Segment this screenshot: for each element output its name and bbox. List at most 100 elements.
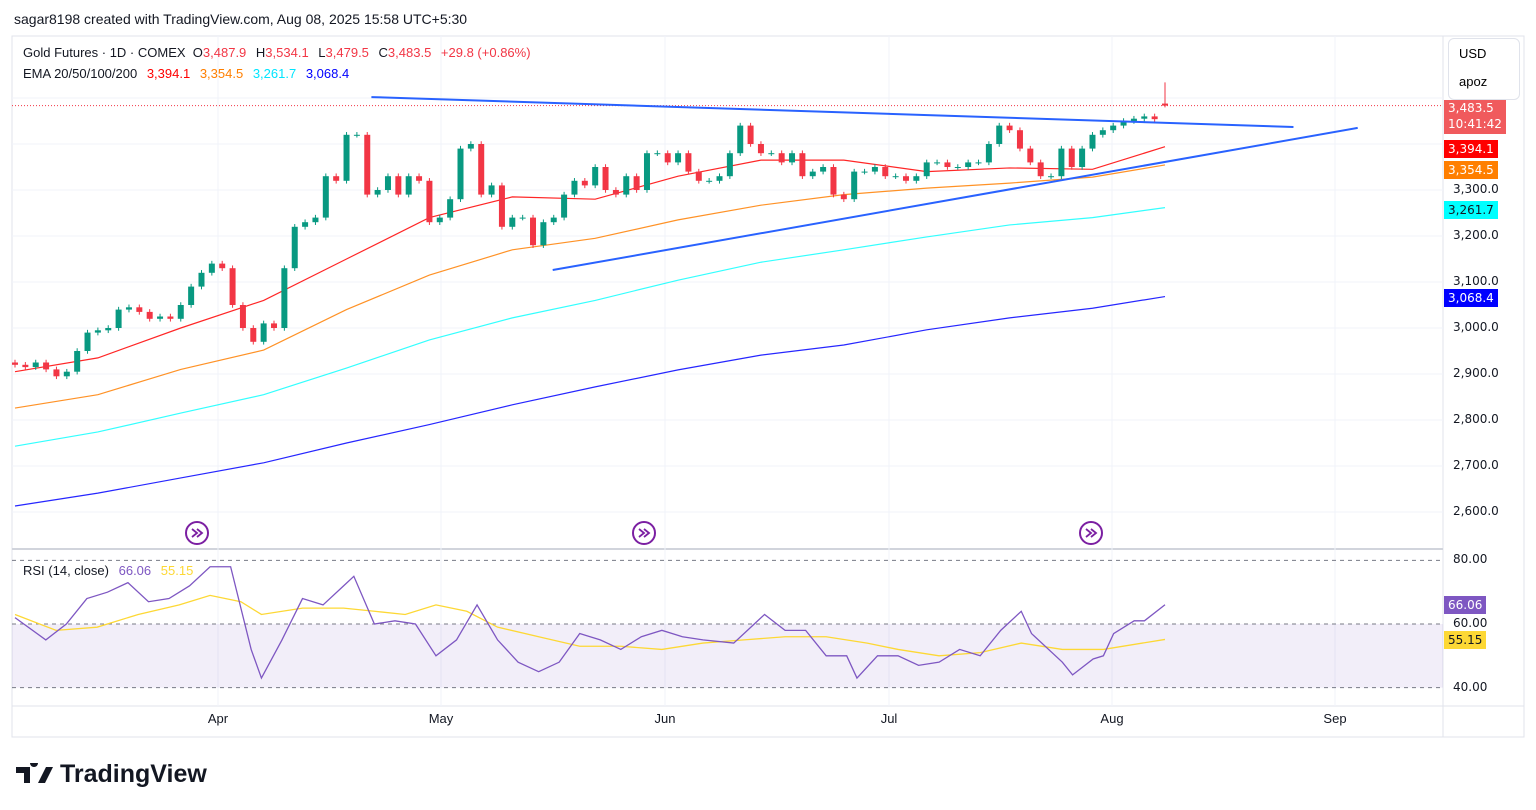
candle-body <box>322 176 329 218</box>
candle-body <box>757 144 764 154</box>
candle-body <box>675 153 682 163</box>
high-value: 3,534.1 <box>265 45 309 60</box>
candle-body <box>1141 116 1148 119</box>
candle-body <box>229 268 236 305</box>
candle-body <box>871 167 878 172</box>
time-axis-label: May <box>428 711 454 726</box>
candle-body <box>1027 148 1034 163</box>
logo-text: TradingView <box>60 760 207 788</box>
candle-body <box>32 362 39 368</box>
candle-body <box>84 332 91 351</box>
rsi-label[interactable]: RSI (14, close) <box>23 563 109 578</box>
candle-body <box>1006 125 1013 131</box>
ema100-tag: 3,261.7 <box>1444 201 1498 219</box>
candle-body <box>1120 121 1127 126</box>
ema100-value: 3,261.7 <box>252 66 297 81</box>
price-axis-label: 2,900.0 <box>1453 366 1499 380</box>
candle-body <box>1151 116 1158 120</box>
candle-body <box>105 328 112 331</box>
candle-body <box>861 171 868 173</box>
candle-body <box>913 176 920 181</box>
rsi-legend: RSI (14, close) 66.06 55.15 <box>23 563 193 578</box>
candle-body <box>208 263 215 273</box>
candle-body <box>416 176 423 181</box>
trendline <box>371 96 1294 128</box>
ema50-value: 3,354.5 <box>199 66 244 81</box>
candle-body <box>716 176 723 181</box>
ema-line-100 <box>14 207 1166 447</box>
candle-body <box>633 176 640 190</box>
rsi-line <box>14 566 1166 680</box>
candle-body <box>996 125 1003 144</box>
chart-frame <box>11 35 1525 738</box>
candle-body <box>1089 134 1096 149</box>
currency-box[interactable]: USD apoz <box>1448 38 1520 100</box>
candle-body <box>250 328 257 342</box>
tradingview-logo[interactable]: TradingView <box>14 760 207 789</box>
bar-countdown: 10:41:42 <box>1448 117 1502 131</box>
time-axis-label: Jul <box>880 711 898 726</box>
arrow-glyph <box>191 528 204 538</box>
candle-body <box>239 305 246 328</box>
candle-body <box>830 167 837 195</box>
ema-line-50 <box>14 164 1166 409</box>
candle-body <box>198 272 205 287</box>
candle-body <box>902 176 909 181</box>
candle-body <box>291 226 298 269</box>
high-label: H <box>255 45 266 60</box>
low-value: 3,479.5 <box>325 45 369 60</box>
candle-body <box>768 153 775 155</box>
candle-body <box>799 153 806 177</box>
rsi-axis-label: 60.00 <box>1453 616 1488 630</box>
candle-body <box>478 144 485 195</box>
candle-body <box>530 217 537 246</box>
candle-body <box>219 263 226 269</box>
candle-body <box>467 144 474 149</box>
event-arrow-icon <box>632 521 656 545</box>
candle-body <box>685 153 692 172</box>
candle-body <box>43 362 50 370</box>
candle-body <box>643 153 650 190</box>
candle-body <box>22 364 29 368</box>
scale-mode[interactable]: apoz <box>1459 74 1488 89</box>
candle-body <box>447 199 454 218</box>
candle-body <box>167 316 174 319</box>
time-axis-label: Sep <box>1323 711 1347 726</box>
candle-body <box>1099 130 1106 135</box>
rsi-axis-label: 40.00 <box>1453 679 1488 694</box>
candle-body <box>778 153 785 163</box>
price-axis-label: 3,000.0 <box>1453 320 1499 334</box>
ema200-value: 3,068.4 <box>305 66 350 81</box>
candle-body <box>353 134 360 136</box>
candle-body <box>1058 148 1065 177</box>
time-axis-label: Jun <box>654 711 676 726</box>
candle-body <box>664 153 671 163</box>
candle-body <box>260 323 267 342</box>
ema-line-200 <box>14 295 1166 507</box>
last-price: 3,483.5 <box>1448 101 1494 115</box>
candle-body <box>1068 148 1075 167</box>
close-value: 3,483.5 <box>387 45 432 60</box>
candle-body <box>985 144 992 163</box>
candle-body <box>892 176 899 178</box>
rsi-band <box>12 624 1443 688</box>
candle-body <box>125 307 132 310</box>
candle-body <box>737 125 744 154</box>
candle-body <box>840 194 847 200</box>
time-axis-label: Aug <box>1100 711 1124 726</box>
rsi-axis-label: 80.00 <box>1453 552 1488 567</box>
candle-body <box>115 309 122 328</box>
price-axis-label: 3,100.0 <box>1453 274 1499 288</box>
candle-body <box>612 190 619 195</box>
candle-body <box>426 180 433 223</box>
candle-body <box>820 167 827 172</box>
candle-body <box>519 217 526 219</box>
currency-unit[interactable]: USD <box>1459 46 1487 61</box>
candle-body <box>509 217 516 227</box>
trendline <box>552 126 1358 272</box>
ema-label[interactable]: EMA 20/50/100/200 <box>23 66 138 81</box>
candle-body <box>63 371 70 377</box>
symbol-title[interactable]: Gold Futures · 1D · COMEX <box>23 45 186 60</box>
